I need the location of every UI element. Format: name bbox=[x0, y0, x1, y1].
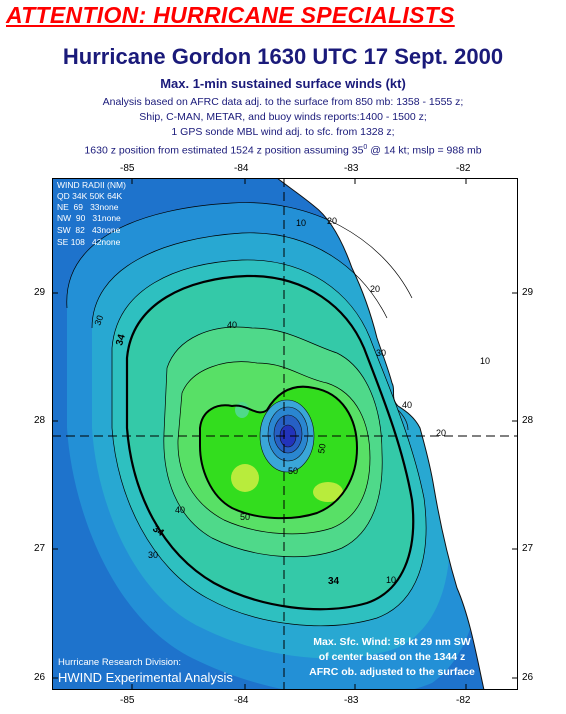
contour-label: 34 bbox=[328, 576, 340, 587]
max-wind-note-line: AFRC ob. adjusted to the surface bbox=[309, 666, 475, 678]
contour-label: 40 bbox=[402, 400, 412, 410]
lat-tick-label: 27 bbox=[34, 543, 46, 554]
land-note-line: EXPOSURE ONLY bbox=[382, 247, 471, 259]
credit-line-2: HWIND Experimental Analysis bbox=[58, 670, 233, 685]
contour-label: 50 bbox=[316, 443, 328, 455]
lon-tick-label: -84 bbox=[234, 695, 249, 706]
wind-radii-row: SW 82 43none bbox=[57, 225, 121, 235]
contour-label: 10 bbox=[296, 218, 306, 228]
coast-detail bbox=[397, 409, 409, 431]
contour-label: 20 bbox=[327, 216, 337, 226]
lon-tick-label: -85 bbox=[120, 163, 135, 174]
lon-tick-label: -84 bbox=[234, 163, 249, 174]
wind-radii-header: QD 34K 50K 64K bbox=[57, 191, 123, 201]
wind-radii-row: NE 69 33none bbox=[57, 202, 119, 212]
land-note-line: FOR OPEN TERRAIN bbox=[375, 232, 479, 244]
contour-label: 20 bbox=[436, 428, 446, 438]
lat-tick-label: 27 bbox=[522, 543, 534, 554]
wind-map-svg: 10 20 30 30 34 34 34 40 40 50 50 50 10 2… bbox=[52, 178, 518, 690]
attention-banner: ATTENTION: HURRICANE SPECIALISTS bbox=[6, 2, 455, 28]
lat-tick-label: 28 bbox=[522, 415, 534, 426]
land-note: WINDS OVER LAND VALID FOR OPEN TERRAIN E… bbox=[360, 217, 494, 259]
wind-max-pocket-west bbox=[231, 464, 259, 492]
max-wind-note-line: of center based on the 1344 z bbox=[319, 651, 465, 663]
page-title: Hurricane Gordon 1630 UTC 17 Sept. 2000 bbox=[62, 44, 504, 69]
credit-line-1: Hurricane Research Division: bbox=[58, 657, 181, 668]
lat-tick-label: 29 bbox=[34, 287, 46, 298]
lat-tick-label: 26 bbox=[522, 672, 534, 683]
wind-radii-row: NW 90 31none bbox=[57, 213, 121, 223]
lon-tick-label: -83 bbox=[344, 695, 359, 706]
contour-label: 30 bbox=[92, 314, 105, 327]
contour-label: 10 bbox=[480, 356, 490, 366]
wind-map: 10 20 30 30 34 34 34 40 40 50 50 50 10 2… bbox=[52, 178, 518, 690]
analysis-note-1: Analysis based on AFRC data adj. to the … bbox=[102, 96, 464, 108]
lon-tick-label: -82 bbox=[456, 695, 471, 706]
contour-label: 40 bbox=[227, 320, 237, 330]
land-note-line: WINDS OVER LAND VALID bbox=[360, 217, 494, 229]
contour-label: 50 bbox=[240, 512, 250, 522]
contour-label: 10 bbox=[386, 575, 396, 585]
contour-50kt bbox=[199, 385, 359, 520]
contour-label: 34 bbox=[114, 333, 128, 347]
contour-label: 40 bbox=[175, 505, 185, 515]
analysis-note-3: 1 GPS sonde MBL wind adj. to sfc. from 1… bbox=[171, 126, 395, 138]
contour-label: 30 bbox=[376, 348, 386, 358]
lat-tick-label: 28 bbox=[34, 415, 46, 426]
contour-label: 50 bbox=[288, 466, 298, 476]
wind-radii-table: WIND RADII (NM) QD 34K 50K 64K NE 69 33n… bbox=[57, 180, 126, 247]
max-wind-note: Max. Sfc. Wind: 58 kt 29 nm SW of center… bbox=[309, 636, 475, 678]
analysis-note-4: 1630 z position from estimated 1524 z po… bbox=[84, 144, 482, 157]
lat-tick-label: 29 bbox=[522, 287, 534, 298]
lon-tick-label: -82 bbox=[456, 163, 471, 174]
wind-radii-row: SE 108 42none bbox=[57, 237, 121, 247]
wind-pocket-north bbox=[235, 402, 249, 418]
analysis-note-2: Ship, C-MAN, METAR, and buoy winds repor… bbox=[139, 111, 427, 123]
lat-tick-label: 26 bbox=[34, 672, 46, 683]
wind-max-pocket-east bbox=[313, 482, 343, 502]
wind-radii-title: WIND RADII (NM) bbox=[57, 180, 126, 190]
contour-label: 20 bbox=[370, 284, 380, 294]
contour-label: 30 bbox=[148, 550, 158, 560]
page-subtitle: Max. 1-min sustained surface winds (kt) bbox=[160, 76, 406, 91]
contour-34kt bbox=[125, 274, 415, 611]
florida-land bbox=[276, 178, 518, 690]
lon-tick-label: -83 bbox=[344, 163, 359, 174]
max-wind-note-line: Max. Sfc. Wind: 58 kt 29 nm SW bbox=[313, 636, 471, 648]
lon-tick-label: -85 bbox=[120, 695, 135, 706]
map-frame bbox=[52, 178, 518, 690]
contour-lines bbox=[66, 202, 427, 627]
